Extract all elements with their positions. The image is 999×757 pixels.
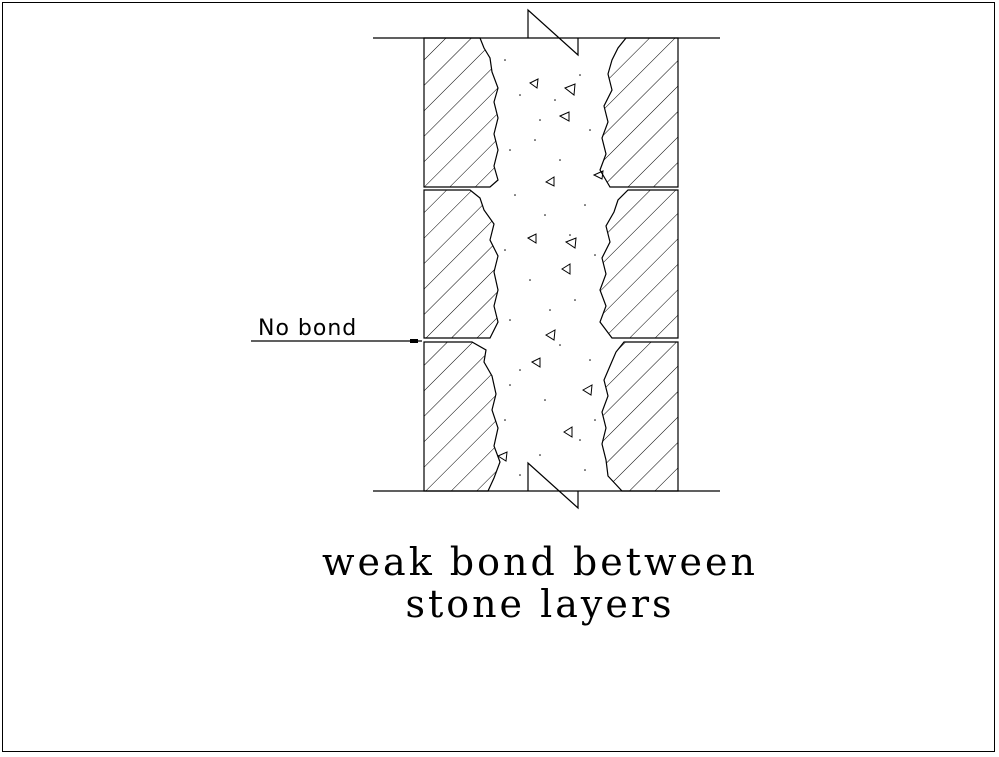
aggregate-triangles: [496, 78, 604, 462]
no-bond-leader-tick: [410, 339, 418, 343]
left-stone-block-3: [423, 341, 501, 492]
bottom-break-symbol: [527, 461, 579, 510]
caption-line-2: stone layers: [405, 582, 675, 626]
left-stone-block-2: [423, 189, 499, 339]
left-stone-leaf: [423, 37, 501, 492]
right-stone-block-3: [601, 341, 679, 492]
no-bond-label: No bond: [258, 316, 357, 341]
right-stone-block-1: [599, 37, 679, 188]
top-break-symbol: [527, 8, 579, 57]
caption-line-1: weak bond between: [322, 540, 758, 584]
left-stone-block-1: [423, 37, 499, 188]
right-stone-block-2: [599, 189, 679, 339]
rubble-core: [504, 59, 596, 476]
right-stone-leaf: [599, 37, 679, 492]
